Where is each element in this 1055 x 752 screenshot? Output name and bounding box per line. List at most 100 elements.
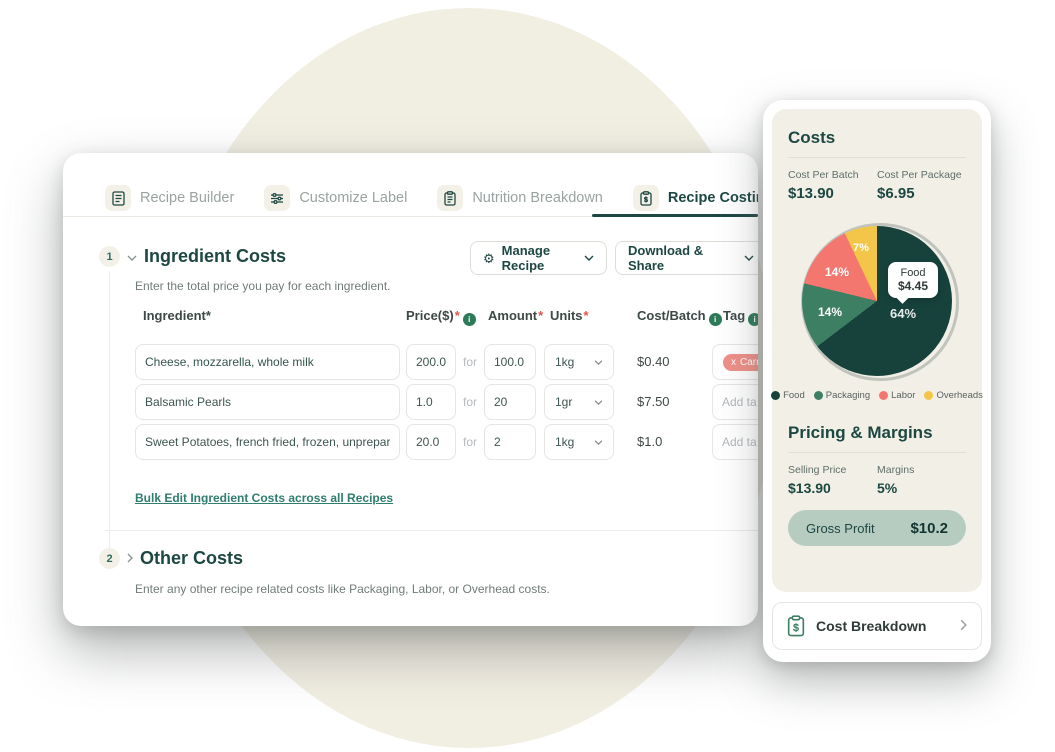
cost-per-package-value: $6.95	[877, 185, 915, 202]
legend-dot	[924, 391, 934, 400]
chevron-down-icon	[594, 359, 603, 365]
legend-item-overheads: Overheads	[924, 390, 983, 401]
svg-text:$: $	[644, 197, 648, 204]
table-row: for 1kg $1.0	[63, 424, 758, 460]
tag-field[interactable]: x Carre	[712, 344, 758, 380]
legend-dot	[813, 391, 823, 400]
manage-recipe-button[interactable]: ⚙ Manage Recipe	[470, 241, 607, 275]
info-icon[interactable]: i	[708, 313, 722, 326]
price-input[interactable]	[406, 344, 456, 380]
recipe-costing-window: Recipe Builder Customize Label Nutrition…	[63, 153, 758, 626]
tab-label: Customize Label	[299, 190, 408, 206]
document-icon	[105, 185, 131, 211]
tooltip-category: Food	[900, 267, 926, 279]
ingredient-input[interactable]	[135, 424, 400, 460]
info-icon[interactable]: i	[748, 313, 758, 326]
clipboard-dollar-icon: $	[632, 185, 659, 211]
cost-per-package: Cost Per Package $6.95	[877, 169, 966, 202]
slice-label-packaging: 14%	[818, 305, 843, 319]
margins: Margins 5%	[877, 464, 966, 496]
required-marker: *	[454, 308, 460, 323]
tab-recipe-costing[interactable]: $ Recipe Costing NEW	[632, 185, 758, 211]
slice-label-overheads: 7%	[853, 242, 869, 254]
chevron-down-icon[interactable]	[127, 250, 137, 264]
pricing-stats: Selling Price $13.90 Margins 5%	[788, 464, 966, 496]
amount-input[interactable]	[484, 344, 536, 380]
active-tab-underline	[592, 214, 758, 217]
info-icon[interactable]: i	[462, 313, 476, 326]
chevron-down-icon	[584, 255, 594, 261]
sliders-icon	[264, 185, 291, 211]
cost-per-batch-value: $13.90	[788, 185, 834, 202]
legend-item-labor: Labor	[879, 390, 915, 401]
pie-legend: Food Packaging Labor Overheads	[771, 390, 983, 401]
chevron-down-icon	[594, 439, 603, 445]
cost-per-batch-value: $0.40	[637, 354, 670, 369]
units-select[interactable]: 1kg	[544, 424, 614, 460]
ingredient-input[interactable]	[135, 384, 400, 420]
chevron-down-icon	[594, 399, 603, 405]
cost-breakdown-button[interactable]: $ Cost Breakdown	[772, 602, 982, 650]
gross-profit-banner: Gross Profit $10.2	[788, 510, 966, 546]
gross-profit-label: Gross Profit	[806, 520, 875, 536]
ingredient-costs-header: 1 Ingredient Costs	[99, 246, 286, 267]
required-marker: *	[583, 308, 589, 323]
selling-price-label: Selling Price	[788, 464, 847, 476]
cost-per-batch-label: Cost Per Batch	[788, 169, 859, 181]
section-subtitle: Enter any other recipe related costs lik…	[135, 582, 550, 596]
pie[interactable]	[802, 226, 952, 376]
cost-per-batch-value: $1.0	[637, 434, 663, 449]
legend-dot	[771, 391, 781, 400]
tab-label: Recipe Builder	[140, 190, 235, 206]
tag-input[interactable]	[712, 424, 758, 460]
divider	[788, 452, 966, 453]
chevron-right-icon	[960, 618, 967, 635]
slice-label-labor: 14%	[825, 265, 850, 279]
costs-summary-card: Costs Cost Per Batch $13.90 Cost Per Pac…	[771, 109, 983, 592]
units-select[interactable]: 1kg	[544, 344, 614, 380]
price-input[interactable]	[406, 384, 456, 420]
col-cost-batch: Cost/Batch i	[637, 308, 722, 326]
bulk-edit-link[interactable]: Bulk Edit Ingredient Costs across all Re…	[135, 491, 394, 505]
cost-per-batch: Cost Per Batch $13.90	[788, 169, 877, 202]
amount-input[interactable]	[484, 384, 536, 420]
section-timeline	[109, 271, 110, 553]
chevron-right-icon[interactable]	[127, 552, 133, 566]
tag-input[interactable]	[712, 384, 758, 420]
price-input[interactable]	[406, 424, 456, 460]
tab-customize-label[interactable]: Customize Label	[264, 185, 407, 211]
selling-price-value: $13.90	[788, 480, 831, 496]
section-title: Other Costs	[140, 548, 244, 568]
table-row: for 1kg $0.40 x Carre	[63, 344, 758, 380]
divider	[788, 157, 966, 158]
legend-item-food: Food	[771, 390, 805, 401]
for-label: for	[463, 435, 478, 449]
required-marker: *	[538, 308, 544, 323]
units-value: 1gr	[555, 395, 573, 409]
remove-tag-icon[interactable]: x	[731, 356, 736, 368]
gear-icon: ⚙	[483, 250, 495, 266]
units-value: 1kg	[555, 435, 575, 449]
cost-per-package-label: Cost Per Package	[877, 169, 962, 181]
tag-label: Carre	[740, 356, 758, 368]
col-tag: Tag i	[723, 308, 758, 326]
col-ingredient: Ingredient*	[143, 308, 211, 323]
cost-breakdown-label: Cost Breakdown	[816, 618, 927, 634]
costs-title: Costs	[788, 128, 836, 147]
slice-label-food: 64%	[890, 306, 917, 321]
tab-nutrition-breakdown[interactable]: Nutrition Breakdown	[437, 185, 603, 211]
cost-pie-chart: 64% 14% 14% 7% Food $4.45	[801, 223, 959, 381]
tag-pill[interactable]: x Carre	[723, 353, 758, 371]
tab-divider	[63, 216, 758, 217]
amount-input[interactable]	[484, 424, 536, 460]
ingredient-input[interactable]	[135, 344, 400, 380]
chevron-down-icon	[744, 255, 754, 261]
tab-label: Recipe Costing	[667, 190, 758, 206]
manage-recipe-label: Manage Recipe	[501, 243, 551, 273]
units-select[interactable]: 1gr	[544, 384, 614, 420]
download-share-button[interactable]: Download & Share	[615, 241, 758, 275]
gross-profit-value: $10.2	[910, 519, 948, 537]
other-costs-header: 2 Other Costs	[99, 548, 243, 569]
download-share-label: Download & Share	[628, 243, 704, 273]
tab-recipe-builder[interactable]: Recipe Builder	[105, 185, 234, 211]
